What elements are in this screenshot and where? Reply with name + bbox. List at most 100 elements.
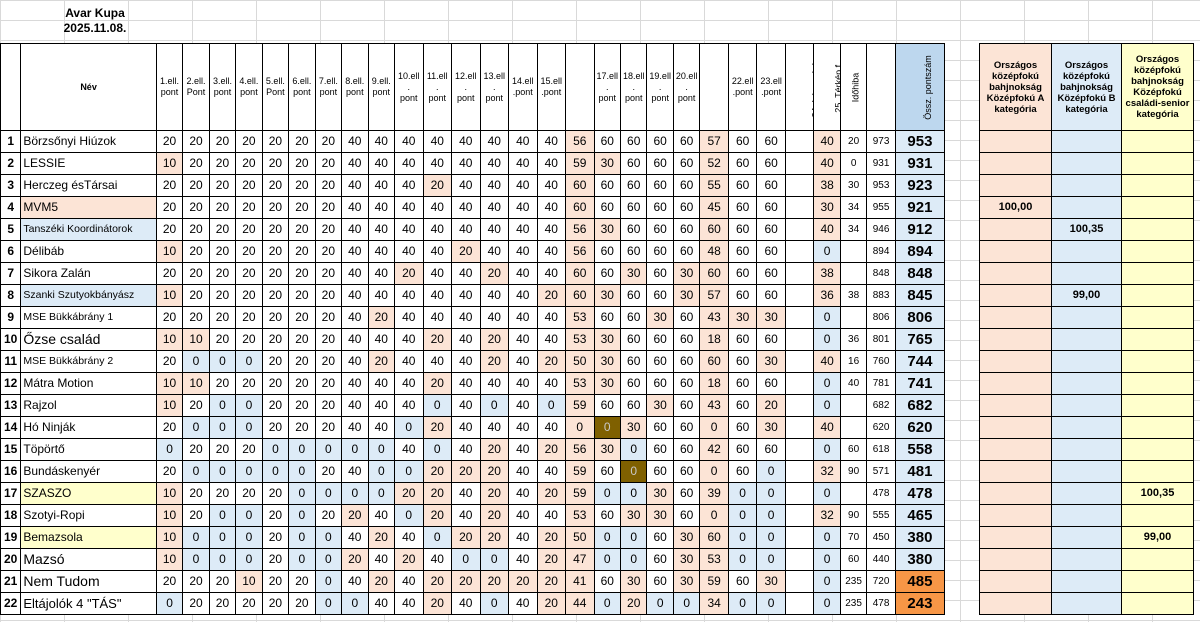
score-cell[interactable]: 60	[727, 152, 758, 175]
total-score[interactable]: 953	[894, 130, 946, 153]
score-cell[interactable]: 20	[314, 196, 343, 219]
score-cell[interactable]: 20	[235, 218, 263, 241]
score-cell[interactable]: 0	[394, 504, 424, 527]
score-cell[interactable]: 20	[208, 174, 237, 197]
total-score[interactable]: 931	[894, 152, 946, 175]
score-cell[interactable]: 40	[367, 372, 396, 395]
score-cell[interactable]: 20	[367, 526, 396, 549]
score-cell[interactable]: 0	[182, 416, 210, 439]
score-cell[interactable]: 40	[479, 218, 510, 241]
score-cell[interactable]: 55	[699, 174, 729, 197]
score-cell[interactable]: 40	[839, 372, 868, 395]
score-cell[interactable]: 56	[565, 130, 595, 153]
score-cell[interactable]: 30	[646, 394, 674, 417]
score-cell[interactable]: 40	[341, 284, 369, 307]
category-cell[interactable]	[979, 218, 1052, 241]
score-cell[interactable]: 0	[314, 592, 343, 615]
score-cell[interactable]: 801	[866, 328, 896, 351]
score-cell[interactable]: 60	[727, 438, 758, 461]
score-cell[interactable]: 20	[508, 570, 538, 593]
score-cell[interactable]: 60	[699, 218, 729, 241]
score-cell[interactable]: 20	[261, 504, 290, 527]
score-cell[interactable]: 946	[866, 218, 896, 241]
category-cell[interactable]	[979, 570, 1052, 593]
score-cell[interactable]: 40	[422, 196, 453, 219]
score-cell[interactable]: 20	[288, 394, 316, 417]
score-cell[interactable]: 0	[619, 548, 648, 571]
score-cell[interactable]: 20	[182, 196, 210, 219]
score-cell[interactable]: 20	[422, 592, 453, 615]
team-name[interactable]: Bundáskenyér	[20, 460, 157, 483]
total-score[interactable]: 912	[894, 218, 946, 241]
score-cell[interactable]: 0	[288, 438, 316, 461]
score-cell[interactable]: 618	[866, 438, 896, 461]
score-cell[interactable]: 40	[508, 152, 538, 175]
score-cell[interactable]: 30	[619, 262, 648, 285]
score-cell[interactable]: 40	[341, 328, 369, 351]
category-cell[interactable]	[1121, 196, 1194, 219]
score-cell[interactable]: 60	[593, 394, 621, 417]
score-cell[interactable]: 34	[699, 592, 729, 615]
score-cell[interactable]: 20	[479, 570, 510, 593]
score-cell[interactable]: 40	[536, 460, 567, 483]
score-cell[interactable]: 20	[155, 218, 184, 241]
score-cell[interactable]: 60	[672, 306, 701, 329]
score-cell[interactable]: 20	[208, 570, 237, 593]
score-cell[interactable]: 20	[261, 130, 290, 153]
score-cell[interactable]: 60	[672, 328, 701, 351]
score-cell[interactable]: 20	[261, 482, 290, 505]
score-cell[interactable]: 20	[314, 240, 343, 263]
score-cell[interactable]: 20	[422, 174, 453, 197]
score-cell[interactable]: 60	[756, 372, 786, 395]
score-cell[interactable]: 0	[314, 570, 343, 593]
score-cell[interactable]: 0	[208, 460, 237, 483]
score-cell[interactable]: 20	[235, 196, 263, 219]
score-cell[interactable]: 40	[508, 394, 538, 417]
category-cell[interactable]	[1051, 262, 1122, 285]
score-cell[interactable]: 20	[155, 174, 184, 197]
score-cell[interactable]: 20	[235, 130, 263, 153]
score-cell[interactable]: 0	[261, 438, 290, 461]
score-cell[interactable]: 40	[508, 526, 538, 549]
score-cell[interactable]: 60	[672, 152, 701, 175]
score-cell[interactable]: 53	[565, 306, 595, 329]
score-cell[interactable]: 60	[565, 174, 595, 197]
score-cell[interactable]: 0	[813, 240, 841, 263]
score-cell[interactable]: 40	[451, 174, 481, 197]
score-cell[interactable]: 20	[536, 284, 567, 307]
score-cell[interactable]: 60	[565, 284, 595, 307]
score-cell[interactable]: 20	[235, 306, 263, 329]
score-cell[interactable]: 20	[208, 152, 237, 175]
score-cell[interactable]: 20	[288, 372, 316, 395]
score-cell[interactable]: 0	[756, 526, 786, 549]
score-cell[interactable]	[784, 240, 815, 263]
score-cell[interactable]: 20	[235, 482, 263, 505]
score-cell[interactable]: 20	[182, 438, 210, 461]
category-cell[interactable]	[979, 460, 1052, 483]
score-cell[interactable]: 20	[479, 328, 510, 351]
score-cell[interactable]: 40	[536, 306, 567, 329]
score-cell[interactable]: 20	[479, 350, 510, 373]
score-cell[interactable]: 40	[394, 350, 424, 373]
score-cell[interactable]: 20	[182, 130, 210, 153]
score-cell[interactable]: 40	[451, 306, 481, 329]
score-cell[interactable]: 40	[508, 416, 538, 439]
score-cell[interactable]: 40	[451, 394, 481, 417]
score-cell[interactable]: 20	[235, 262, 263, 285]
score-cell[interactable]: 10	[182, 372, 210, 395]
score-cell[interactable]: 20	[182, 570, 210, 593]
score-cell[interactable]: 40	[341, 394, 369, 417]
score-cell[interactable]: 40	[394, 438, 424, 461]
score-cell[interactable]: 760	[866, 350, 896, 373]
score-cell[interactable]: 0	[727, 482, 758, 505]
score-cell[interactable]: 10	[235, 570, 263, 593]
score-cell[interactable]: 60	[646, 262, 674, 285]
score-cell[interactable]: 40	[536, 328, 567, 351]
score-cell[interactable]: 20	[182, 262, 210, 285]
score-cell[interactable]: 0	[813, 482, 841, 505]
score-cell[interactable]: 39	[699, 482, 729, 505]
score-cell[interactable]: 40	[394, 526, 424, 549]
score-cell[interactable]: 60	[646, 460, 674, 483]
score-cell[interactable]: 931	[866, 152, 896, 175]
score-cell[interactable]: 20	[208, 240, 237, 263]
